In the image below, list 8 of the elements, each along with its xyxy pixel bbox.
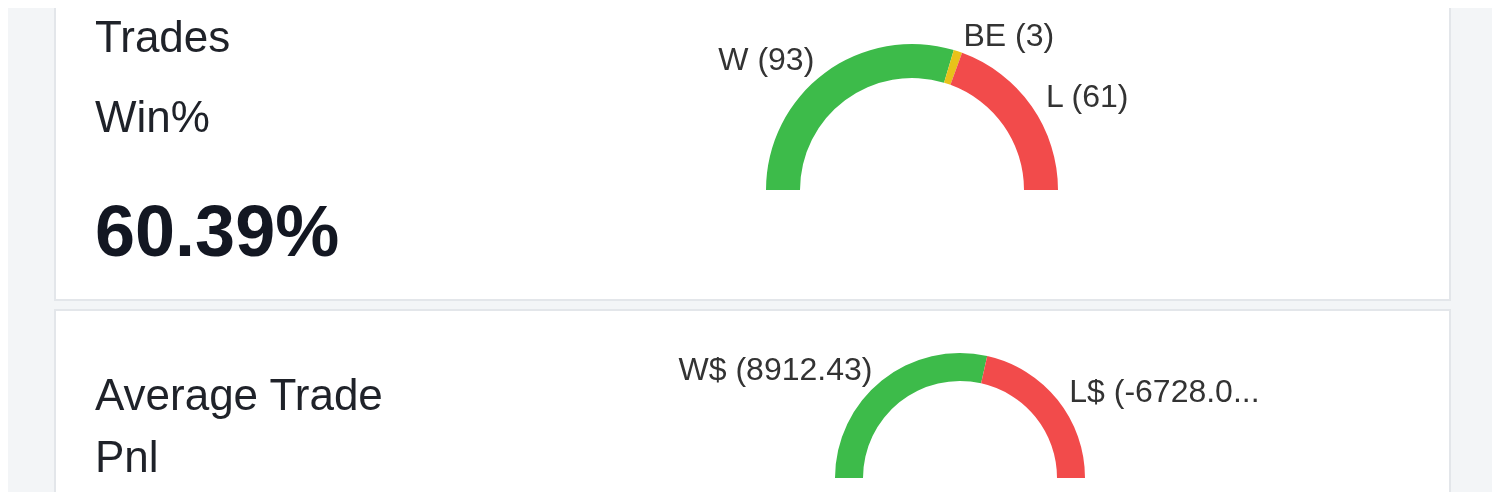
slice-label: W$ (8912.43) <box>678 350 873 387</box>
slice-label: BE (3) <box>963 16 1055 53</box>
slice-label: W (93) <box>718 41 815 78</box>
text: Average Trade Pnl <box>95 370 383 481</box>
text: 60.39% <box>95 191 340 271</box>
slice-label: L (61) <box>1046 78 1129 115</box>
text: Trades Win% <box>95 12 231 141</box>
slice-label: L$ (-6728.0... <box>1069 372 1260 409</box>
